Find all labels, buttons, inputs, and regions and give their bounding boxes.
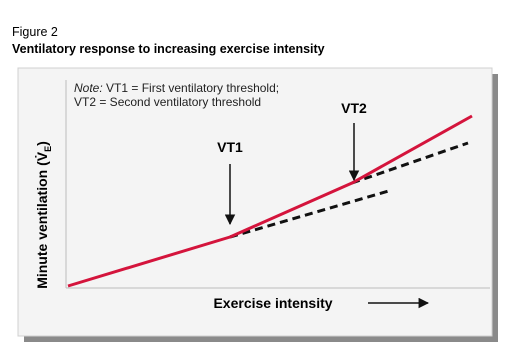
dashed-extrapolation [351,141,469,185]
vt1-label: VT1 [217,139,243,155]
y-label-subscript: E [43,146,53,152]
note-label: Note: [74,81,103,95]
figure-title: Ventilatory response to increasing exerc… [12,42,325,56]
note: Note: VT1 = First ventilatory threshold; [74,81,279,95]
panel [17,67,493,337]
y-label-text: Minute ventilation ( [34,161,50,289]
figure-label: Figure 2 [12,25,58,39]
x-axis-label: Exercise intensity [213,295,332,311]
dashed-extrapolation [229,188,393,239]
note-line: VT1 = First ventilatory threshold; [103,81,279,95]
y-label-text: ) [34,141,50,146]
y-axis-label: Minute ventilation (V̇E) [34,141,53,289]
vt2-label: VT2 [341,100,367,116]
y-label-symbol: V̇ [34,151,50,161]
note-line: VT2 = Second ventilatory threshold [74,95,261,109]
ventilation-curve [67,114,473,288]
